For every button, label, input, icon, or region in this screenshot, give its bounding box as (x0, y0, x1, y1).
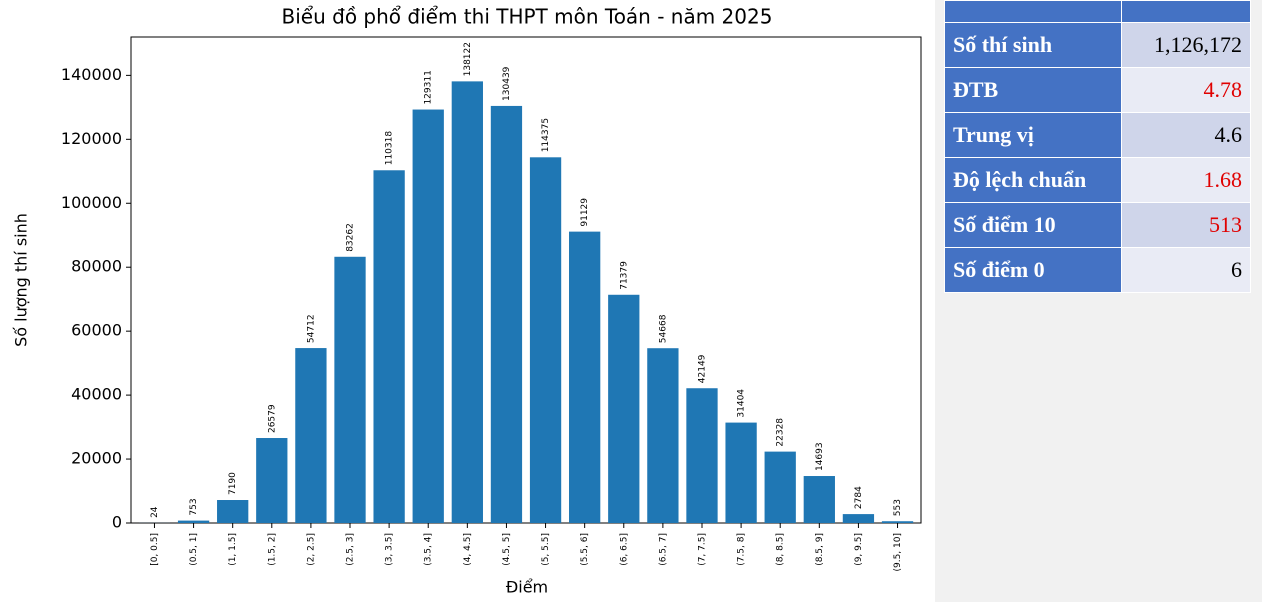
x-axis-label: Điểm (506, 578, 548, 597)
y-tick-label: 80000 (71, 257, 122, 276)
bar (412, 109, 444, 523)
x-tick-label: (4.5, 5] (502, 533, 512, 566)
data-label: 129311 (424, 70, 434, 104)
stat-value: 1.68 (1121, 157, 1251, 203)
data-label: 2784 (854, 486, 864, 509)
data-label: 83262 (346, 223, 356, 252)
data-label: 54668 (658, 314, 668, 343)
data-label: 110318 (385, 131, 395, 166)
y-axis-label: Số lượng thí sinh (12, 213, 31, 347)
x-tick-label: (7, 7.5] (697, 533, 707, 566)
data-label: 22328 (776, 418, 786, 447)
stats-row: Số điểm 10 513 (944, 202, 1251, 248)
bar (725, 422, 757, 523)
bar (256, 438, 288, 523)
y-tick-label: 20000 (71, 449, 122, 468)
stats-row: ĐTB 4.78 (944, 67, 1251, 113)
y-tick-label: 120000 (61, 129, 122, 148)
stat-label: Số thí sinh (944, 22, 1122, 68)
stat-value: 6 (1121, 247, 1251, 293)
stat-value: 1,126,172 (1121, 22, 1251, 68)
stat-label: Số điểm 10 (944, 202, 1122, 248)
x-tick-label: (5, 5.5] (541, 533, 551, 566)
chart: Biểu đồ phổ điểm thi THPT môn Toán - năm… (12, 5, 922, 597)
bar (881, 521, 914, 523)
bar (686, 388, 718, 523)
plot-frame (130, 36, 922, 524)
x-tick-label: (2, 2.5] (306, 533, 316, 566)
stat-label: ĐTB (944, 67, 1122, 113)
chart-title: Biểu đồ phổ điểm thi THPT môn Toán - năm… (282, 5, 773, 29)
y-tick-label: 100000 (61, 193, 122, 212)
data-label: 130439 (502, 66, 512, 101)
data-label: 14693 (815, 442, 825, 471)
data-label: 91129 (580, 198, 590, 227)
x-tick-label: (1.5, 2] (267, 533, 277, 566)
bar (608, 294, 640, 523)
x-tick-label: (2.5, 3] (346, 533, 356, 566)
bar (177, 520, 210, 523)
x-tick-label: (4, 4.5] (463, 533, 473, 566)
bar (373, 170, 405, 523)
x-tick-label: (9.5, 10] (893, 533, 903, 572)
y-tick-label: 0 (112, 513, 122, 532)
data-label: 31404 (737, 389, 747, 418)
data-label: 7190 (228, 472, 238, 495)
data-label: 753 (189, 498, 199, 515)
bar (842, 514, 875, 523)
y-tick-label: 40000 (71, 385, 122, 404)
stats-row: Số thí sinh 1,126,172 (944, 22, 1251, 68)
x-tick-label: (8.5, 9] (815, 533, 825, 566)
x-tick-label: [0, 0.5] (150, 533, 160, 566)
y-tick-label: 140000 (61, 65, 122, 84)
data-label: 54712 (306, 314, 316, 343)
bar (803, 476, 835, 523)
x-tick-label: (6, 6.5] (619, 533, 629, 566)
stats-table: Số thí sinh 1,126,172 ĐTB 4.78 Trung vị 4.6 Độ… (944, 0, 1251, 293)
stats-row: Độ lệch chuẩn 1.68 (944, 157, 1251, 203)
stats-row: Trung vị 4.6 (944, 112, 1251, 158)
stat-value: 4.78 (1121, 67, 1251, 113)
stat-label: Độ lệch chuẩn (944, 157, 1122, 203)
x-tick-label: (6.5, 7] (658, 533, 668, 566)
bar (490, 105, 523, 523)
x-tick-label: (9, 9.5] (854, 533, 864, 566)
data-label: 42149 (697, 354, 707, 383)
header-row (944, 0, 1251, 23)
x-tick-label: (3.5, 4] (424, 533, 434, 566)
x-tick-label: (0.5, 1] (189, 533, 199, 566)
data-label: 26579 (267, 404, 277, 433)
data-label: 71379 (619, 261, 629, 290)
bar (451, 81, 483, 523)
x-tick-label: (8, 8.5] (776, 533, 786, 566)
y-tick-label: 60000 (71, 321, 122, 340)
bar (529, 157, 562, 524)
bar (217, 500, 249, 523)
stat-value: 513 (1121, 202, 1251, 248)
data-label: 553 (893, 499, 903, 516)
bar (764, 451, 796, 523)
data-label: 138122 (463, 42, 473, 76)
stats-body: Số thí sinh 1,126,172 ĐTB 4.78 Trung vị 4.6 Độ… (944, 0, 1251, 293)
stat-value: 4.6 (1121, 112, 1251, 158)
x-tick-label: (5.5, 6] (580, 533, 590, 566)
bar (647, 348, 679, 523)
header-cell (944, 0, 1122, 23)
bar (295, 348, 327, 523)
x-tick-label: (7.5, 8] (737, 533, 747, 566)
data-label: 24 (150, 506, 160, 518)
stat-label: Số điểm 0 (944, 247, 1122, 293)
x-tick-label: (3, 3.5] (385, 533, 395, 566)
data-label: 114375 (541, 118, 551, 152)
header-cell (1121, 0, 1251, 23)
x-tick-label: (1, 1.5] (228, 533, 238, 566)
stat-label: Trung vị (944, 112, 1122, 158)
bar (569, 231, 601, 523)
bar (334, 256, 366, 523)
